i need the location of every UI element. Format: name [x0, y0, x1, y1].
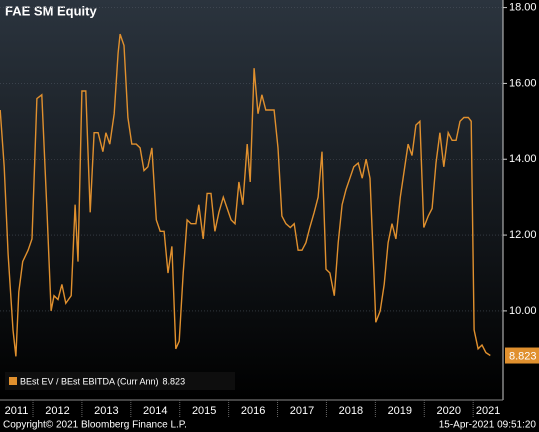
last-value-tag	[505, 347, 539, 364]
legend-swatch	[9, 377, 17, 385]
y-tick-label: 18.00	[509, 1, 537, 13]
y-tick-label: 16.00	[509, 77, 537, 89]
x-tick-label: 2015	[192, 405, 216, 417]
y-tick-label: 12.00	[509, 229, 537, 241]
last-value-label: 8.823	[509, 350, 537, 362]
x-tick-label: 2013	[94, 405, 118, 417]
copyright: Copyright© 2021 Bloomberg Finance L.P.	[3, 420, 187, 431]
plot-area	[0, 0, 503, 400]
timestamp: 15-Apr-2021 09:51:20	[439, 420, 537, 431]
x-tick-label: 2018	[339, 405, 363, 417]
x-tick-label: 2016	[241, 405, 265, 417]
y-tick-label: 14.00	[509, 153, 537, 165]
chart-title: FAE SM Equity	[5, 3, 98, 18]
x-tick-label: 2012	[45, 405, 69, 417]
x-tick-label: 2021	[476, 405, 500, 417]
x-tick-label: 2020	[436, 405, 460, 417]
legend-box	[5, 372, 235, 390]
legend-label: BEst EV / BEst EBITDA (Curr Ann)	[20, 376, 159, 386]
x-tick-label: 2011	[5, 405, 29, 417]
legend-value: 8.823	[163, 376, 186, 386]
x-tick-label: 2017	[290, 405, 314, 417]
x-tick-label: 2019	[388, 405, 412, 417]
line	[0, 33, 491, 357]
y-tick-label: 10.00	[509, 305, 537, 317]
x-tick-label: 2014	[143, 405, 167, 417]
